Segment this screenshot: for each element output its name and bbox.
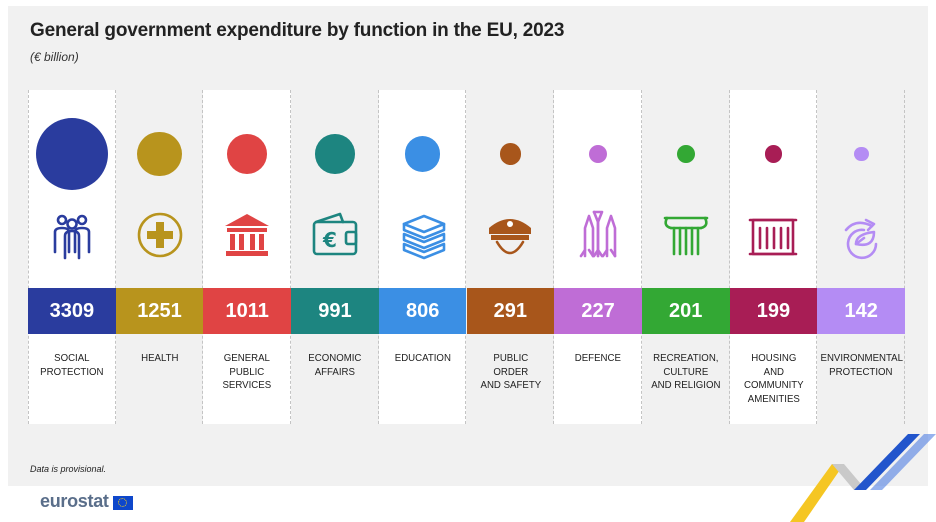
value-label: 201 (641, 288, 730, 334)
category-label: HOUSING AND COMMUNITY AMENITIES (743, 352, 804, 405)
chart-title: General government expenditure by functi… (30, 20, 565, 41)
value-circle (404, 136, 441, 172)
category-column: 291 PUBLIC ORDER AND SAFETY (466, 90, 555, 424)
value-circle (499, 143, 522, 165)
value-circle (853, 146, 869, 162)
value-label: 806 (378, 288, 467, 334)
value-label: 1011 (203, 288, 292, 334)
eurostat-logo: eurostat (40, 491, 133, 512)
category-label: GENERAL PUBLIC SERVICES (222, 352, 272, 391)
books-stack-icon (402, 214, 445, 260)
value-label: 3309 (28, 288, 116, 334)
value-label: 142 (817, 288, 905, 334)
category-column: 806 EDUCATION (378, 90, 467, 424)
chart-subtitle: (€ billion) (30, 50, 79, 64)
category-label: RECREATION, CULTURE AND RELIGION (651, 352, 721, 391)
value-label: 199 (729, 288, 818, 334)
category-column: 1251 HEALTH (115, 90, 204, 424)
value-label: 991 (291, 288, 379, 334)
value-circle (764, 145, 783, 163)
missiles-icon (579, 210, 617, 258)
value-label: 227 (554, 288, 642, 334)
value-circle (315, 134, 355, 174)
category-column: €991 ECONOMIC AFFAIRS (291, 90, 379, 424)
category-column: 142 ENVIRONMENTAL PROTECTION (817, 90, 905, 424)
category-label: DEFENCE (574, 352, 622, 364)
eu-flag-icon (112, 495, 133, 510)
value-circle (35, 118, 108, 190)
value-circle (137, 131, 182, 177)
category-label: ENVIRONMENTAL PROTECTION (820, 352, 904, 378)
svg-text:€: € (322, 228, 337, 252)
category-column: 3309 SOCIAL PROTECTION (28, 90, 116, 424)
police-cap-icon (489, 219, 532, 255)
value-label: 1251 (115, 288, 204, 334)
value-label: 291 (466, 288, 555, 334)
category-label: PUBLIC ORDER AND SAFETY (480, 352, 541, 391)
logo-text: eurostat (40, 491, 109, 511)
value-circle (588, 144, 608, 164)
building-facade-icon (749, 218, 798, 256)
category-label: HEALTH (140, 352, 179, 364)
category-label: SOCIAL PROTECTION (40, 352, 104, 378)
corner-decoration (790, 434, 936, 522)
provisional-note: Data is provisional. (30, 464, 107, 474)
category-label: ECONOMIC AFFAIRS (308, 352, 362, 378)
category-column: 1011 GENERAL PUBLIC SERVICES (203, 90, 292, 424)
expenditure-columns: 3309 SOCIAL PROTECTION 1251 HEALTH 1011 GENERA… (28, 90, 905, 424)
government-building-icon (225, 214, 270, 256)
category-label: EDUCATION (394, 352, 451, 364)
leaf-hand-icon (844, 218, 878, 260)
category-column: 227 DEFENCE (554, 90, 642, 424)
people-group-icon (53, 214, 91, 260)
category-column: 199 HOUSING AND COMMUNITY AMENITIES (729, 90, 818, 424)
medical-cross-icon (137, 212, 182, 258)
wallet-euro-icon: € (312, 212, 358, 256)
column-capital-icon (663, 216, 709, 256)
category-column: 201 RECREATION, CULTURE AND RELIGION (641, 90, 730, 424)
value-circle (227, 134, 268, 174)
value-circle (676, 145, 695, 163)
